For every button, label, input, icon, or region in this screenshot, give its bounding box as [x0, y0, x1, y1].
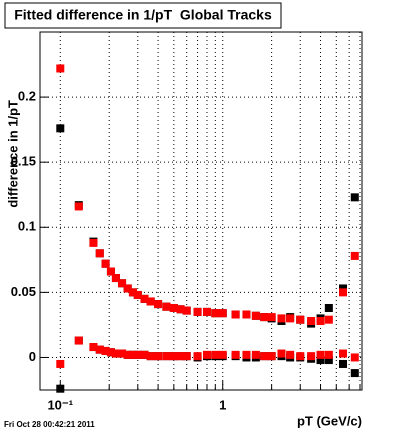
y-tick-label: 0.15 — [11, 154, 36, 169]
marker — [218, 350, 227, 359]
marker — [89, 343, 98, 352]
y-tick-label: 0.05 — [11, 284, 36, 299]
marker — [316, 317, 325, 326]
marker — [176, 305, 185, 314]
marker — [176, 352, 185, 361]
marker — [123, 350, 132, 359]
marker — [296, 352, 305, 361]
marker — [307, 352, 316, 361]
marker — [277, 349, 286, 358]
marker — [128, 288, 137, 297]
marker — [277, 314, 286, 323]
marker — [140, 294, 149, 303]
marker — [118, 349, 127, 358]
plot-frame — [39, 31, 363, 391]
footer: Fri Oct 28 00:42:21 2011 — [4, 420, 95, 429]
x-axis-label: pT (GeV/c) — [297, 413, 362, 428]
marker — [316, 350, 325, 359]
marker — [182, 352, 191, 361]
marker — [324, 315, 333, 324]
chart-title: Fitted difference in 1/pT Global Tracks — [14, 7, 272, 23]
marker — [118, 279, 127, 288]
marker — [101, 259, 110, 268]
marker — [324, 350, 333, 359]
marker — [350, 353, 359, 362]
marker — [140, 350, 149, 359]
marker — [202, 350, 211, 359]
marker — [74, 336, 83, 345]
marker — [101, 346, 110, 355]
marker — [218, 309, 227, 318]
y-tick-label: 0 — [29, 349, 36, 364]
y-tick-label: 0.1 — [18, 219, 36, 234]
marker — [106, 267, 115, 276]
marker — [146, 297, 155, 306]
y-tick-label: 0.2 — [18, 89, 36, 104]
marker — [193, 352, 202, 361]
marker — [260, 352, 269, 361]
marker — [95, 249, 104, 258]
marker — [111, 349, 120, 358]
marker — [56, 359, 65, 368]
marker — [231, 350, 240, 359]
y-axis-label: difference in 1/pT — [5, 100, 20, 208]
marker — [154, 352, 163, 361]
marker — [211, 309, 220, 318]
marker — [133, 350, 142, 359]
marker — [182, 306, 191, 315]
x-tick-label: 10⁻¹ — [47, 397, 73, 412]
marker — [350, 369, 359, 378]
marker — [338, 288, 347, 297]
marker — [350, 193, 359, 202]
marker — [154, 300, 163, 309]
marker — [338, 359, 347, 368]
marker — [307, 317, 316, 326]
marker — [169, 352, 178, 361]
marker — [324, 356, 333, 365]
marker — [162, 352, 171, 361]
marker — [146, 352, 155, 361]
marker — [242, 310, 251, 319]
title-box — [4, 2, 282, 29]
marker — [128, 350, 137, 359]
marker — [296, 315, 305, 324]
marker — [193, 307, 202, 316]
marker — [56, 384, 65, 393]
marker — [133, 290, 142, 299]
marker — [95, 345, 104, 354]
marker — [267, 352, 276, 361]
marker — [162, 302, 171, 311]
marker — [251, 311, 260, 320]
marker — [123, 284, 132, 293]
marker — [169, 303, 178, 312]
marker — [106, 348, 115, 357]
marker — [267, 313, 276, 322]
marker — [89, 238, 98, 247]
marker — [242, 350, 251, 359]
marker — [324, 303, 333, 312]
x-tick-label: 1 — [219, 397, 226, 412]
marker — [260, 313, 269, 322]
marker — [74, 202, 83, 211]
marker — [231, 310, 240, 319]
marker — [316, 356, 325, 365]
marker — [350, 251, 359, 260]
marker — [202, 307, 211, 316]
marker — [56, 124, 65, 133]
marker — [338, 349, 347, 358]
marker — [211, 350, 220, 359]
marker — [251, 350, 260, 359]
marker — [56, 64, 65, 73]
marker — [111, 274, 120, 283]
marker — [286, 350, 295, 359]
marker — [286, 314, 295, 323]
